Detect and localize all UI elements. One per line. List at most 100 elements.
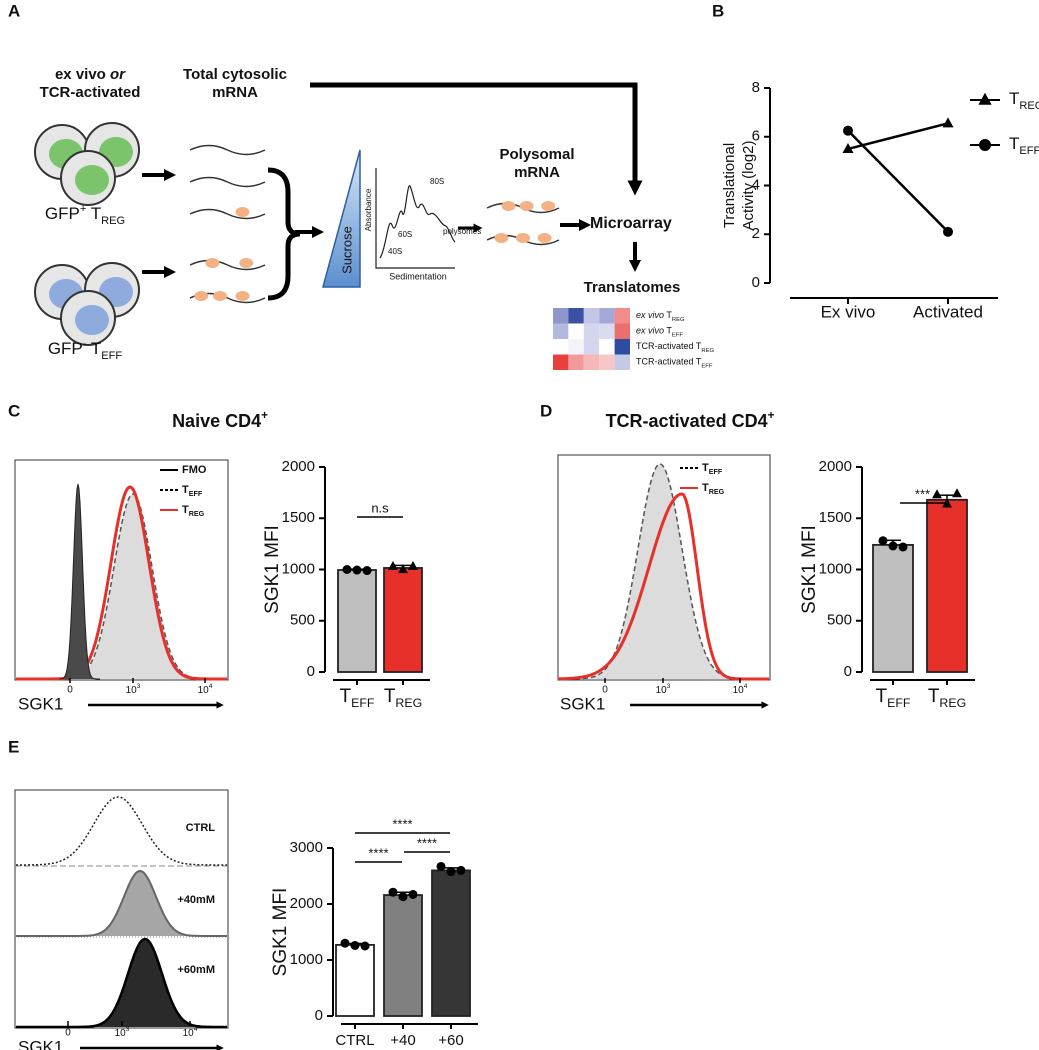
text-part: 10 bbox=[198, 685, 210, 696]
diagram-arrows bbox=[142, 82, 643, 301]
heatmap-row-label: ex vivo TREG bbox=[636, 310, 685, 322]
text-part: 10 bbox=[733, 685, 745, 696]
text-part: 4 bbox=[194, 1026, 198, 1033]
panel-label: A bbox=[8, 1, 20, 20]
text-part: 10 bbox=[126, 685, 138, 696]
y-tick-label: 1500 bbox=[819, 509, 852, 526]
legend-label: TEFF bbox=[1009, 134, 1039, 156]
y-axis-label: Translational bbox=[721, 143, 738, 228]
data-point bbox=[456, 865, 466, 875]
y-tick-label: 0 bbox=[307, 663, 315, 680]
heatmap-cell bbox=[553, 323, 569, 339]
diagram-label: mRNA bbox=[514, 164, 560, 181]
panel-label: E bbox=[8, 737, 19, 756]
text-part: + bbox=[261, 409, 268, 422]
text-part: EFF bbox=[887, 696, 911, 710]
heatmap-cell bbox=[614, 354, 630, 370]
data-point bbox=[352, 565, 362, 575]
hist-tick-label: 103 bbox=[656, 683, 671, 695]
hist-tick-label: 0 bbox=[602, 685, 608, 696]
chart-title: TCR-activated CD4+ bbox=[606, 409, 775, 431]
absorbance-plot bbox=[375, 168, 456, 269]
peak-label: 40S bbox=[388, 247, 402, 256]
text-part: EFF bbox=[101, 350, 122, 362]
hist-curve bbox=[557, 492, 769, 681]
data-point bbox=[340, 938, 350, 948]
hist-row-label: CTRL bbox=[186, 822, 216, 834]
sucrose-gradient bbox=[322, 149, 361, 288]
hist-frame bbox=[557, 454, 771, 681]
text-part: REG bbox=[701, 348, 714, 354]
cell-nucleus bbox=[75, 165, 109, 195]
text-part: REG bbox=[672, 317, 685, 323]
data-point bbox=[342, 565, 352, 574]
heatmap-row-label: TCR-activated TEFF bbox=[636, 357, 713, 369]
text-part: REG bbox=[395, 696, 422, 710]
diagram-label: TCR-activated bbox=[40, 84, 141, 101]
ribosome bbox=[519, 201, 534, 211]
text-part: T bbox=[340, 686, 352, 707]
text-part: TCR-activated CD4 bbox=[606, 411, 768, 431]
legend-label: TEFF bbox=[182, 484, 203, 498]
legend-label: FMO bbox=[182, 464, 207, 476]
bar bbox=[335, 943, 375, 1017]
text-part: GFP bbox=[45, 204, 80, 223]
significance-label: *** bbox=[915, 486, 930, 501]
hist-tick-label: 104 bbox=[183, 1026, 198, 1038]
data-point bbox=[943, 226, 953, 237]
heatmap-cell bbox=[599, 323, 615, 339]
diagram-label: Polysomal bbox=[499, 146, 574, 163]
data-point bbox=[942, 498, 952, 508]
text-part: T bbox=[86, 204, 101, 223]
data-point bbox=[362, 566, 372, 576]
y-tick-label: 3000 bbox=[290, 839, 323, 856]
hist-curve bbox=[59, 483, 100, 680]
axis-label: Absorbance bbox=[364, 188, 373, 231]
hist-curve bbox=[16, 485, 227, 681]
axis-label: Sedimentation bbox=[389, 271, 447, 281]
text-part: Naive CD4 bbox=[172, 411, 261, 431]
text-part: + bbox=[80, 203, 86, 215]
hist-row-label: +40mM bbox=[177, 894, 215, 906]
chart-title: Naive CD4+ bbox=[172, 409, 268, 431]
diagram-label: ex vivo or bbox=[55, 66, 126, 83]
text-part: REG bbox=[189, 510, 205, 518]
text-part: T bbox=[702, 482, 709, 494]
heatmap-cell bbox=[568, 339, 584, 355]
text-part: T bbox=[664, 326, 672, 336]
x-tick-label: TREG bbox=[928, 686, 966, 710]
panel-label: B bbox=[712, 1, 724, 20]
y-tick-label: 4 bbox=[752, 176, 760, 193]
heatmap-cell bbox=[599, 308, 615, 324]
hist-x-label: SGK1 bbox=[18, 1037, 63, 1050]
y-tick-label: 0 bbox=[752, 274, 760, 291]
text-part: T bbox=[384, 686, 396, 707]
ribosome bbox=[194, 291, 209, 301]
ribosome bbox=[235, 207, 250, 217]
text-part: REG bbox=[709, 488, 725, 496]
heatmap-cell bbox=[553, 308, 569, 324]
y-axis-label: SGK1 MFI bbox=[262, 525, 283, 614]
ribosome bbox=[516, 233, 530, 243]
mrna bbox=[189, 208, 266, 220]
text-part: REG bbox=[1019, 100, 1039, 112]
bar bbox=[383, 894, 423, 1017]
significance-label: **** bbox=[392, 816, 412, 831]
text-part: T bbox=[876, 686, 888, 707]
y-tick-label: 500 bbox=[290, 612, 315, 629]
y-tick-label: 8 bbox=[752, 79, 760, 96]
text-part: EFF bbox=[709, 468, 723, 476]
series-line bbox=[847, 129, 949, 233]
mrna bbox=[189, 259, 266, 271]
hist-tick-label: 103 bbox=[115, 1026, 130, 1038]
text-part: T bbox=[182, 484, 189, 496]
y-axis-label: Activity (log2) bbox=[740, 140, 757, 230]
text-part: T bbox=[702, 462, 709, 474]
peak-label: polysomes bbox=[443, 227, 481, 236]
x-tick-label: Activated bbox=[913, 302, 983, 321]
y-tick-label: 500 bbox=[827, 612, 852, 629]
hist-tick-label: 103 bbox=[126, 683, 141, 695]
text-part: TCR-activated T bbox=[636, 341, 702, 351]
data-point bbox=[842, 142, 854, 153]
